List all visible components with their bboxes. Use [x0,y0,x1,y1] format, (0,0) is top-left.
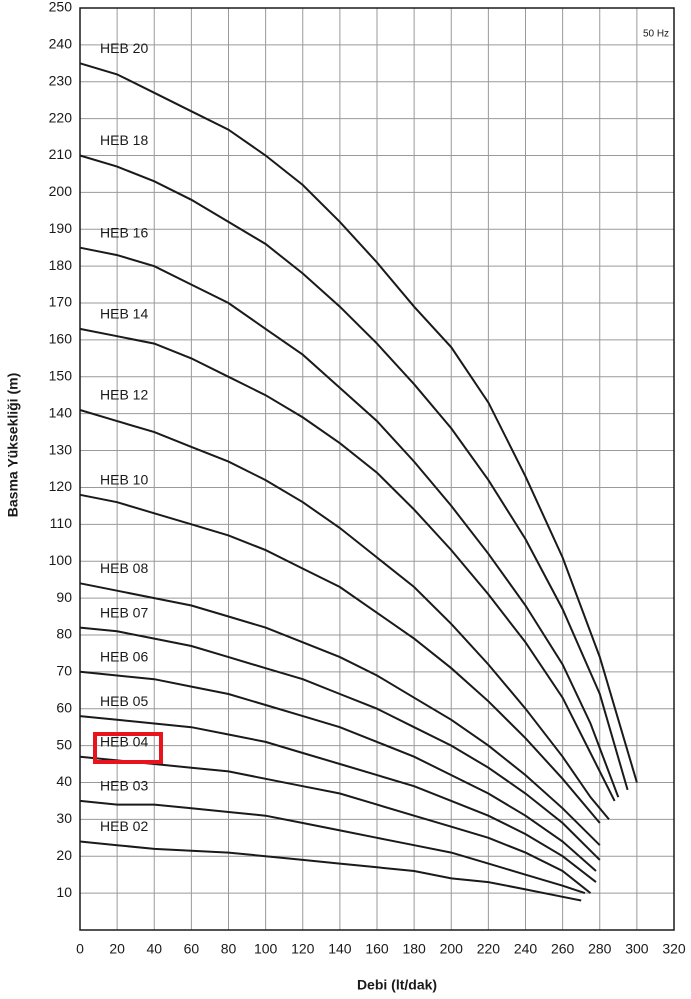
x-tick-label: 60 [184,941,200,957]
y-tick-label: 80 [56,626,72,642]
y-tick-label: 90 [56,589,72,605]
plot-frame [79,7,675,931]
x-tick-label: 180 [402,941,426,957]
curve [79,327,616,802]
y-tick-label: 60 [56,699,72,715]
y-tick-label: 190 [49,220,73,236]
curve-label: HEB 20 [100,40,148,56]
x-tick-label: 120 [291,941,315,957]
curve [79,799,586,895]
curve [79,154,629,791]
x-tick-label: 320 [662,941,686,957]
y-tick-label: 150 [49,368,73,384]
x-tick-label: 260 [551,941,575,957]
x-tick-label: 0 [76,941,84,957]
curve [79,582,601,846]
x-tick-label: 300 [625,941,649,957]
x-tick-label: 240 [514,941,538,957]
x-tick-label: 20 [109,941,125,957]
curve-label: HEB 06 [100,649,148,665]
y-tick-label: 10 [56,884,72,900]
curve-label: HEB 10 [100,472,148,488]
x-tick-label: 160 [365,941,389,957]
y-tick-label: 40 [56,773,72,789]
y-tick-label: 250 [49,0,73,15]
annotation: 50 Hz [643,29,669,40]
y-tick-label: 70 [56,663,72,679]
curve-label: HEB 08 [100,560,148,576]
y-tick-label: 170 [49,294,73,310]
highlight-box [93,732,163,764]
curve-label: HEB 16 [100,224,148,240]
y-tick-label: 30 [56,810,72,826]
x-tick-label: 40 [146,941,162,957]
curve [79,715,597,883]
x-tick-label: 100 [254,941,278,957]
curve [79,626,601,861]
y-tick-label: 210 [49,146,73,162]
x-tick-label: 200 [440,941,464,957]
y-axis-label: Basma Yüksekliği (m) [5,373,21,517]
curve-label: HEB 12 [100,387,148,403]
curve [79,62,638,783]
x-tick-label: 80 [221,941,237,957]
curve [79,840,582,902]
y-tick-label: 110 [50,515,73,531]
curve-label: HEB 07 [100,604,148,620]
y-tick-label: 100 [49,552,73,568]
curves [79,62,638,902]
curve [79,493,601,824]
y-tick-label: 240 [49,36,73,52]
y-tick-label: 180 [49,257,73,273]
curve [79,409,610,821]
x-axis-label: Debi (lt/dak) [357,977,437,993]
curve-label: HEB 14 [100,306,148,322]
curve-label: HEB 04 [100,733,148,749]
curve-label: HEB 03 [100,778,148,794]
y-tick-label: 50 [56,736,72,752]
y-tick-label: 20 [56,847,72,863]
y-tick-label: 160 [49,331,73,347]
curve-label: HEB 02 [100,818,148,834]
curve-label: HEB 18 [100,132,148,148]
y-tick-label: 120 [49,478,73,494]
curve [79,755,592,894]
curve [79,246,620,798]
x-tick-label: 140 [328,941,352,957]
curve-label: HEB 05 [100,693,148,709]
x-tick-label: 220 [477,941,501,957]
y-tick-label: 140 [49,404,73,420]
x-tick-label: 280 [588,941,612,957]
y-tick-label: 130 [49,441,73,457]
y-tick-label: 230 [49,72,73,88]
y-tick-label: 220 [49,109,73,125]
y-tick-label: 200 [49,183,73,199]
curve [79,670,597,872]
